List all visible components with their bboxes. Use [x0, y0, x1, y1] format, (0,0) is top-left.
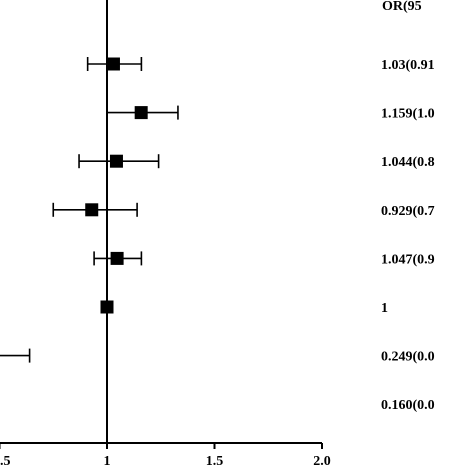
or-point [85, 203, 99, 217]
x-axis-ticks: .5 1 1.5 2.0 [0, 443, 331, 469]
or-ci-label: 1.03(0.91 [381, 58, 435, 73]
or-ci-label: 0.160(0.0 [381, 398, 435, 413]
or-ci-label: 1.044(0.8 [381, 155, 435, 170]
or-ci-label: 1.159(1.0 [381, 107, 435, 122]
or-ci-label: 1 [381, 301, 388, 316]
forest-row: 1.047(0.9 [93, 251, 435, 267]
x-tick-label: 2.0 [313, 454, 331, 469]
or-column-header: OR(95 [382, 0, 422, 14]
x-tick-label: .5 [0, 454, 11, 469]
or-point [134, 106, 148, 120]
x-tick-label: 1.5 [206, 454, 224, 469]
or-ci-label: 1.047(0.9 [381, 252, 435, 267]
forest-row: 0.929(0.7 [52, 202, 435, 219]
or-point [110, 251, 124, 265]
or-point [100, 300, 114, 314]
or-ci-label: 0.929(0.7 [381, 204, 435, 219]
forest-row: 1 [100, 300, 388, 316]
forest-row: 0.249(0.0 [0, 348, 435, 365]
forest-row: 1.044(0.8 [78, 154, 435, 170]
forest-row: 0.160(0.0 [381, 398, 435, 413]
forest-rows: 1.03(0.91 1.159(1.0 1.044(0.8 0.929(0.7 1.04… [0, 57, 435, 413]
or-point [106, 57, 120, 71]
x-tick-label: 1 [104, 454, 111, 469]
forest-row: 1.159(1.0 [106, 105, 435, 122]
forest-row: 1.03(0.91 [86, 57, 435, 73]
or-point [109, 154, 123, 168]
or-ci-label: 0.249(0.0 [381, 350, 435, 365]
